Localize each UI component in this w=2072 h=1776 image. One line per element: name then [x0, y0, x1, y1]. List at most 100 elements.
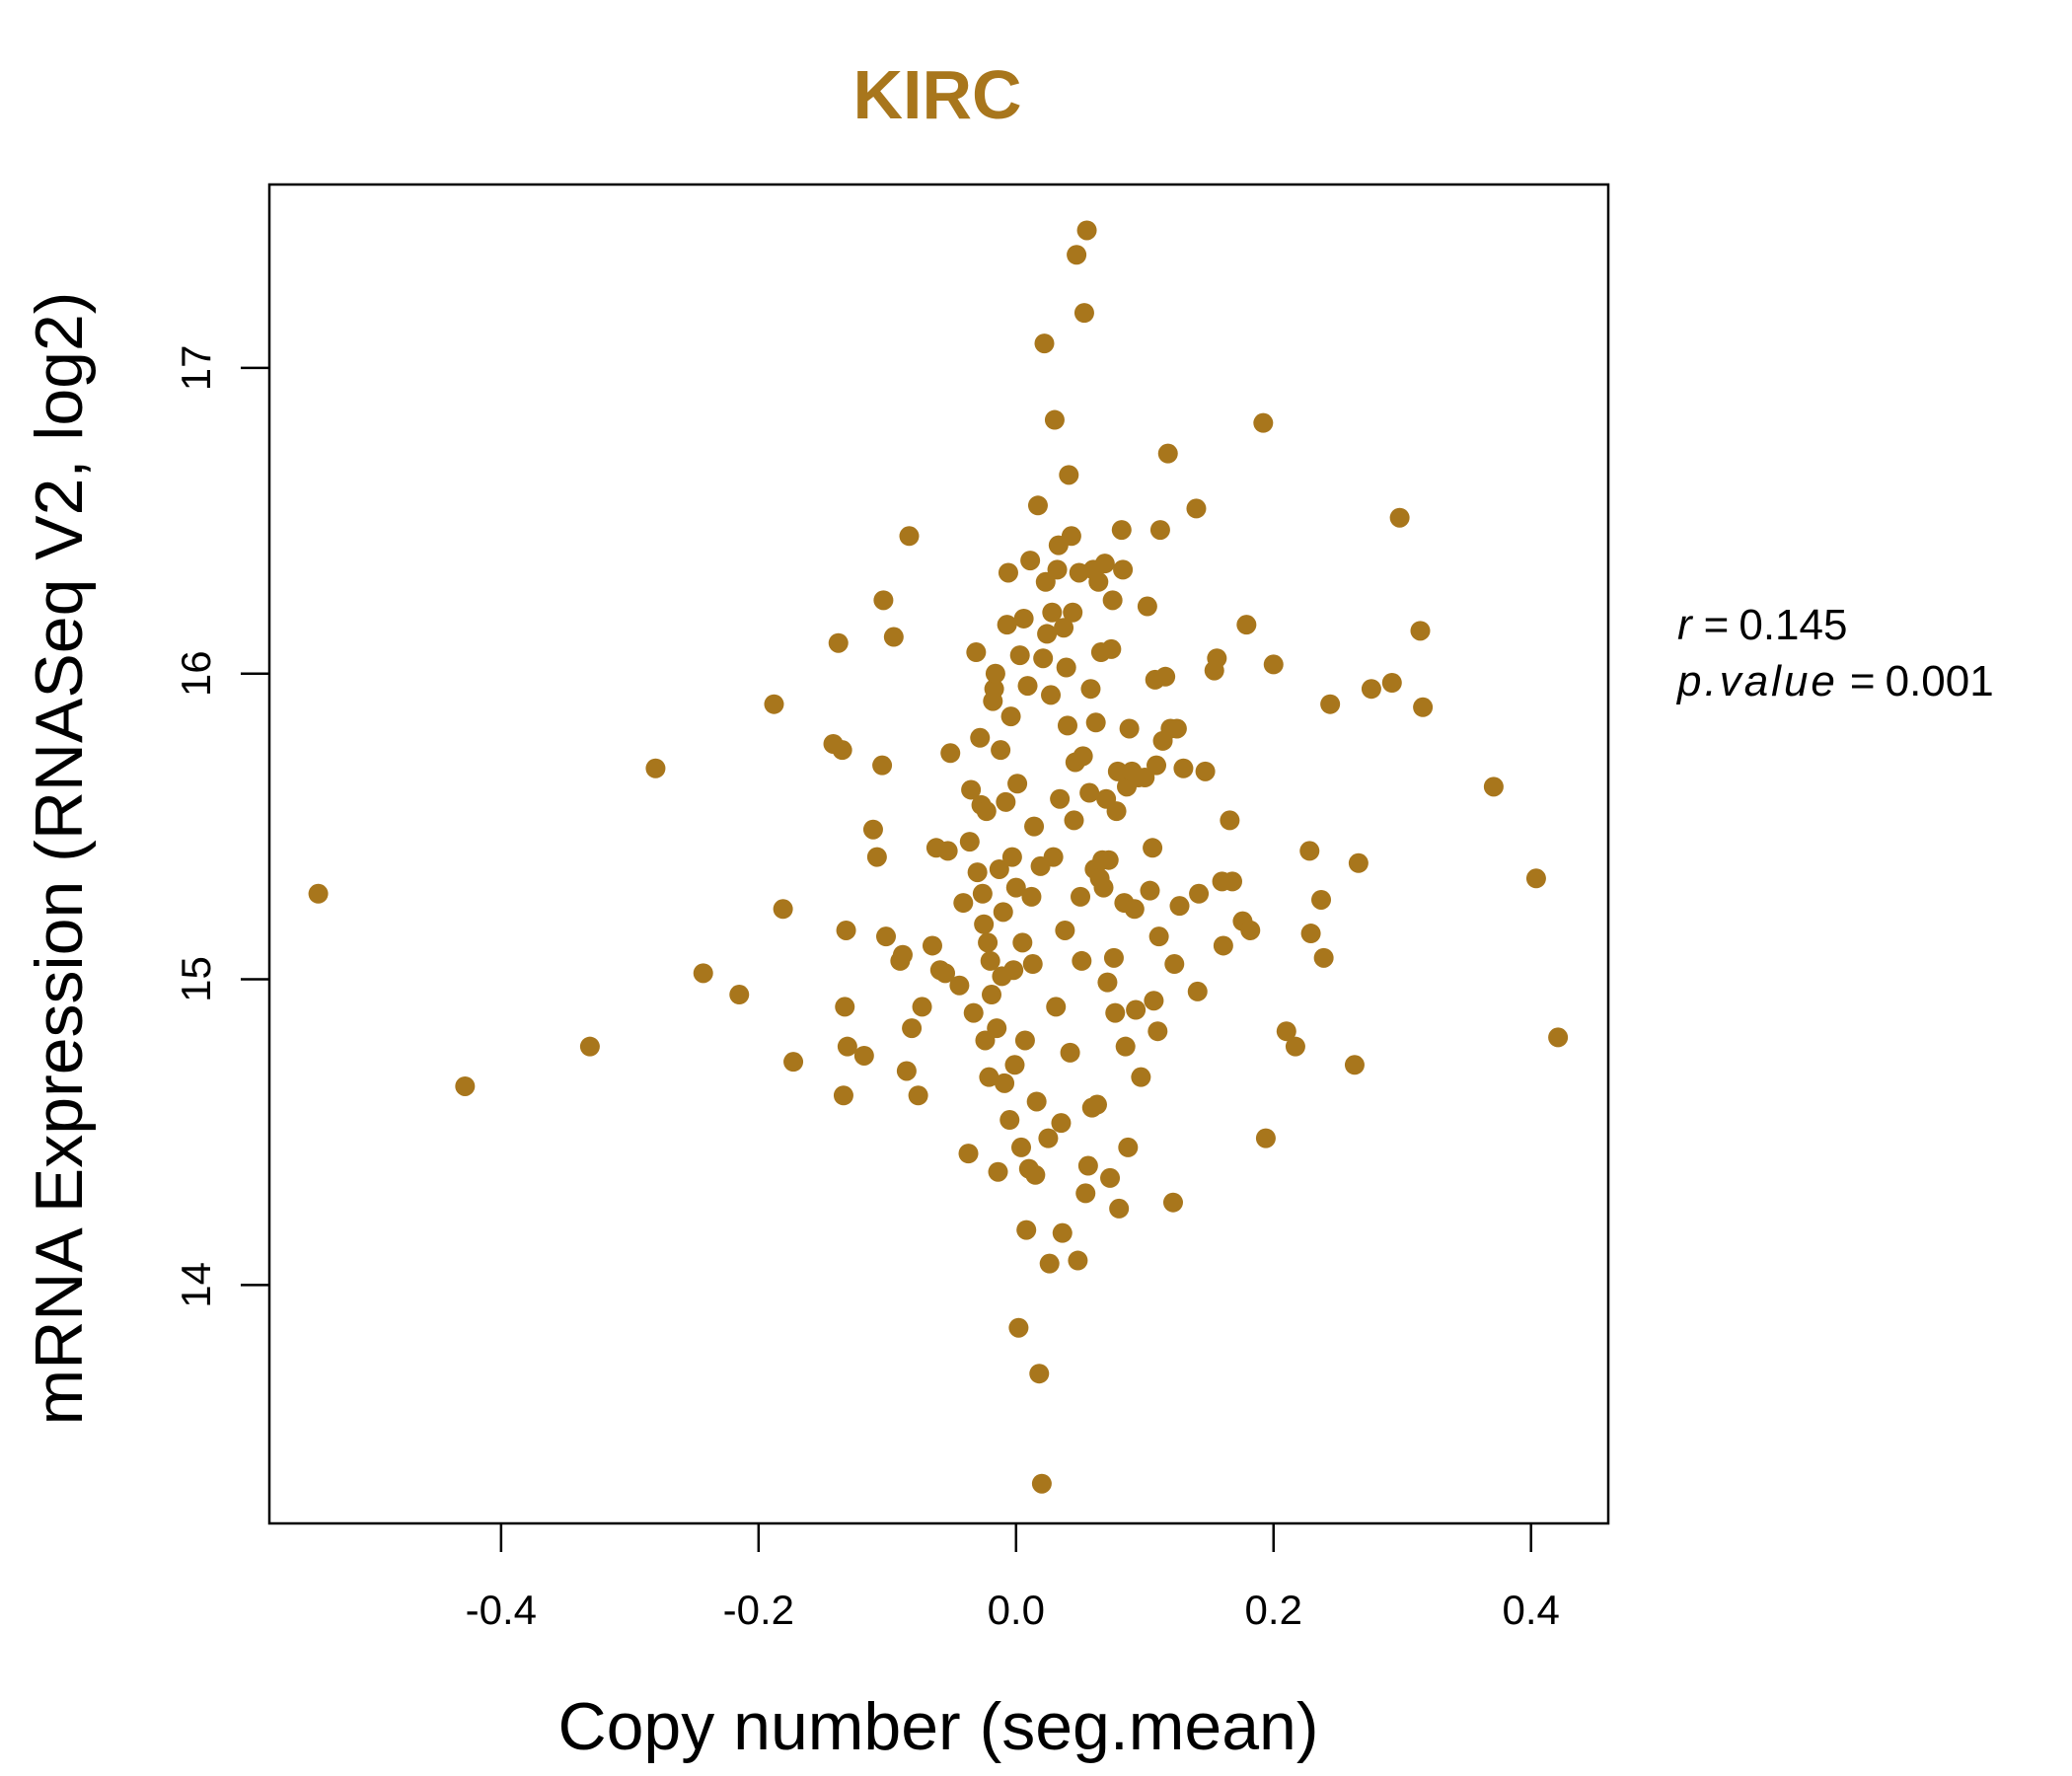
data-point: [828, 632, 849, 653]
data-point: [1115, 1036, 1136, 1057]
data-point: [1073, 746, 1093, 767]
data-point: [999, 1110, 1020, 1131]
data-point: [1276, 1021, 1296, 1042]
data-point: [1076, 220, 1097, 241]
data-point: [1079, 782, 1100, 803]
data-point: [773, 899, 793, 920]
data-point: [908, 1085, 928, 1106]
data-point: [1207, 648, 1227, 669]
data-point: [1072, 950, 1092, 971]
r-label: r: [1677, 601, 1694, 649]
data-point: [1034, 333, 1055, 354]
data-point: [1118, 1137, 1139, 1157]
data-point: [949, 975, 970, 996]
data-point: [853, 1045, 874, 1066]
data-point: [1240, 920, 1261, 940]
data-point: [1164, 954, 1185, 975]
data-point: [1059, 465, 1079, 485]
data-point: [972, 883, 993, 904]
data-point: [1022, 954, 1043, 975]
data-point: [1148, 926, 1169, 947]
data-point: [1012, 932, 1033, 953]
data-point: [935, 963, 956, 984]
data-point: [579, 1036, 600, 1057]
data-point: [1009, 645, 1030, 666]
data-point: [940, 743, 961, 764]
data-point: [693, 963, 713, 984]
data-point: [1143, 838, 1163, 858]
data-point: [1077, 1155, 1098, 1176]
data-point: [899, 526, 920, 547]
data-point: [1068, 1250, 1088, 1271]
data-point: [308, 883, 329, 904]
data-point: [922, 935, 942, 956]
data-point: [966, 642, 987, 663]
data-point: [862, 819, 883, 840]
data-point: [1220, 810, 1240, 831]
data-point: [1236, 615, 1257, 635]
data-point: [961, 779, 982, 800]
data-point: [959, 832, 980, 852]
data-point: [1162, 1192, 1183, 1213]
data-point: [991, 740, 1011, 761]
data-point: [455, 1075, 476, 1096]
data-point: [1051, 1113, 1072, 1134]
data-point: [1107, 761, 1128, 781]
data-point: [783, 1052, 804, 1073]
data-point: [976, 801, 997, 822]
data-point: [1313, 947, 1334, 968]
data-point: [970, 727, 991, 748]
data-point: [1144, 991, 1164, 1011]
data-point: [1061, 526, 1081, 547]
x-axis-label: Copy number (seg.mean): [557, 1689, 1318, 1764]
data-point: [1135, 768, 1155, 788]
p-label: p.value: [1675, 657, 1838, 705]
data-point: [1548, 1027, 1569, 1048]
data-point: [1413, 697, 1434, 717]
x-tick-label: 0.2: [1245, 1587, 1302, 1633]
data-point: [729, 985, 750, 1005]
data-point: [987, 1018, 1007, 1039]
y-tick-label: 15: [173, 956, 219, 1002]
data-point: [1285, 1036, 1305, 1057]
data-point: [979, 1067, 999, 1087]
r-value: 0.145: [1739, 601, 1847, 649]
data-point: [997, 615, 1017, 635]
data-point: [1056, 657, 1076, 678]
data-point: [995, 1073, 1015, 1093]
data-point: [1050, 788, 1071, 809]
data-point: [1073, 303, 1094, 324]
data-point: [1213, 935, 1233, 956]
data-point: [833, 1085, 853, 1106]
data-point: [1001, 847, 1022, 867]
data-point: [996, 791, 1016, 812]
data-point: [1111, 520, 1132, 541]
data-point: [958, 1144, 979, 1164]
data-point: [1344, 1055, 1365, 1075]
data-point: [912, 997, 932, 1017]
data-point: [1014, 1030, 1035, 1051]
data-point: [1320, 694, 1341, 714]
data-point: [1253, 412, 1274, 433]
data-point: [1100, 1167, 1121, 1188]
data-point: [1017, 676, 1038, 697]
data-point: [1020, 551, 1041, 571]
data-point: [1054, 618, 1074, 638]
data-point: [832, 740, 852, 761]
data-point: [1311, 889, 1332, 910]
data-point: [1063, 602, 1083, 623]
data-point: [1195, 761, 1216, 781]
data-point: [988, 1161, 1008, 1182]
data-point: [1255, 1128, 1276, 1148]
plot-frame: [267, 183, 1610, 1525]
data-point: [1007, 774, 1028, 794]
data-point: [1189, 883, 1210, 904]
data-point: [1101, 638, 1122, 659]
y-tick-label: 16: [173, 650, 219, 697]
data-point: [1033, 648, 1054, 669]
data-point: [1011, 1137, 1032, 1157]
y-tick-label: 17: [173, 345, 219, 392]
data-point: [1106, 801, 1127, 822]
data-point: [835, 997, 855, 1017]
data-point: [1035, 571, 1056, 592]
